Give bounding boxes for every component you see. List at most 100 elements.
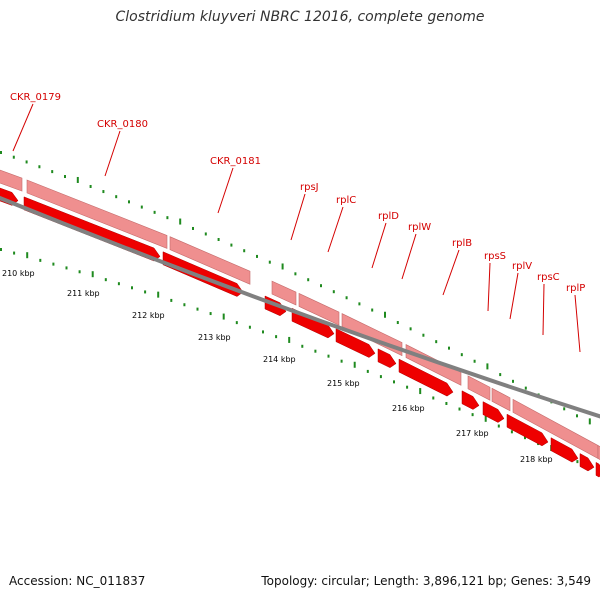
gc-ticks-layer — [0, 151, 591, 425]
scale-tick — [471, 413, 474, 417]
scale-label-218: 218 kbp — [520, 455, 553, 464]
gene-label-rplv: rplV — [512, 261, 532, 272]
cds-outer-block — [467, 375, 491, 401]
gc-tick — [192, 226, 194, 230]
gc-tick — [409, 327, 412, 331]
scale-tick — [196, 307, 199, 311]
scale-label-212: 212 kbp — [132, 311, 165, 320]
cds-inner-arrow — [461, 390, 480, 410]
gc-tick — [115, 195, 118, 199]
gc-tick — [217, 237, 220, 241]
scale-ticks-layer — [0, 248, 592, 470]
cds-inner-arrow — [377, 348, 397, 368]
gc-tick — [307, 278, 310, 282]
gc-tick — [512, 379, 514, 383]
scale-tick — [301, 344, 304, 348]
gc-tick — [256, 254, 258, 258]
gc-tick — [204, 232, 207, 236]
gc-tick — [179, 218, 182, 225]
gc-tick — [435, 340, 438, 344]
gene-leader-rplp — [574, 294, 581, 353]
scale-tick — [406, 385, 409, 389]
gc-tick — [384, 311, 386, 318]
scale-tick — [117, 282, 120, 286]
scale-tick — [52, 262, 55, 266]
scale-label-213: 213 kbp — [198, 333, 231, 342]
gc-tick — [294, 272, 297, 276]
gc-tick — [396, 321, 399, 325]
scale-tick — [183, 303, 186, 307]
scale-tick — [26, 252, 29, 259]
scale-tick — [91, 271, 94, 278]
gene-label-ckr-0180: CKR_0180 — [97, 119, 148, 130]
scale-label-214: 214 kbp — [263, 355, 296, 364]
scale-tick — [432, 396, 435, 400]
scale-tick — [65, 266, 68, 270]
scale-tick — [39, 258, 42, 262]
gene-leader-rpsj — [290, 193, 306, 241]
gc-tick — [25, 160, 28, 164]
cds-inner-arrow — [398, 358, 454, 397]
gc-tick — [422, 333, 425, 337]
gc-tick — [588, 418, 591, 425]
map-title: Clostridium kluyveri NBRC 12016, complet… — [115, 9, 485, 25]
scale-label-216: 216 kbp — [392, 404, 425, 413]
gc-tick — [448, 346, 450, 350]
gc-tick — [524, 386, 527, 390]
gene-label-ckr-0179: CKR_0179 — [10, 92, 61, 103]
cds-inner-arrow — [595, 461, 600, 478]
scale-label-211: 211 kbp — [67, 289, 100, 298]
gc-tick — [332, 290, 335, 294]
scale-tick — [288, 336, 291, 343]
gene-label-rpsc: rpsC — [537, 272, 560, 283]
genome-summary: Topology: circular; Length: 3,896,121 bp… — [261, 574, 591, 588]
gc-tick — [460, 353, 463, 357]
gene-leader-rplb — [442, 249, 460, 296]
scale-tick — [419, 388, 422, 395]
scale-tick — [576, 460, 579, 464]
cds-inner-arrow — [506, 413, 549, 447]
gene-labels: CKR_0179 CKR_0180 CKR_0181 rpsJ rplC rpl… — [10, 92, 585, 353]
scale-tick — [340, 359, 343, 363]
cds-inner-arrow — [335, 328, 376, 358]
accession-text: Accession: NC_011837 — [9, 574, 146, 588]
scale-label-217: 217 kbp — [456, 429, 489, 438]
gc-tick — [89, 184, 92, 188]
gc-tick — [243, 249, 246, 253]
gene-leader-rpld — [371, 222, 387, 269]
scale-label-210: 210 kbp — [2, 269, 35, 278]
gene-label-ckr-0181: CKR_0181 — [210, 156, 261, 167]
gc-tick — [563, 407, 566, 411]
gc-tick — [140, 205, 143, 209]
gene-label-rpsj: rpsJ — [300, 182, 319, 193]
scale-tick — [275, 335, 278, 339]
scale-tick — [484, 415, 487, 422]
scale-tick — [353, 361, 356, 368]
scale-tick — [379, 375, 382, 379]
gene-label-rplb: rplB — [452, 238, 472, 249]
scale-tick — [157, 291, 160, 298]
scale-tick — [78, 270, 81, 274]
scale-tick — [497, 424, 500, 428]
cds-outer-block — [169, 236, 251, 285]
gc-tick — [0, 151, 2, 154]
gc-tick — [64, 175, 66, 179]
gene-leader-rplv — [509, 272, 519, 320]
cds-outer-block — [26, 179, 168, 249]
gc-tick — [38, 165, 41, 169]
scale-tick — [262, 330, 264, 334]
gc-tick — [230, 243, 233, 247]
gc-tick — [486, 363, 489, 370]
gene-leader-ckr-0181 — [217, 167, 234, 214]
scale-tick — [248, 325, 251, 329]
scale-tick — [458, 407, 461, 411]
gc-tick — [281, 263, 284, 270]
scale-tick — [131, 286, 133, 290]
gc-tick — [576, 414, 578, 418]
gene-leader-rpss — [487, 262, 491, 312]
gc-tick — [102, 190, 105, 194]
cds-outer-block — [491, 387, 511, 412]
gc-tick — [128, 200, 130, 204]
scale-tick — [13, 251, 16, 255]
scale-tick — [510, 430, 513, 434]
